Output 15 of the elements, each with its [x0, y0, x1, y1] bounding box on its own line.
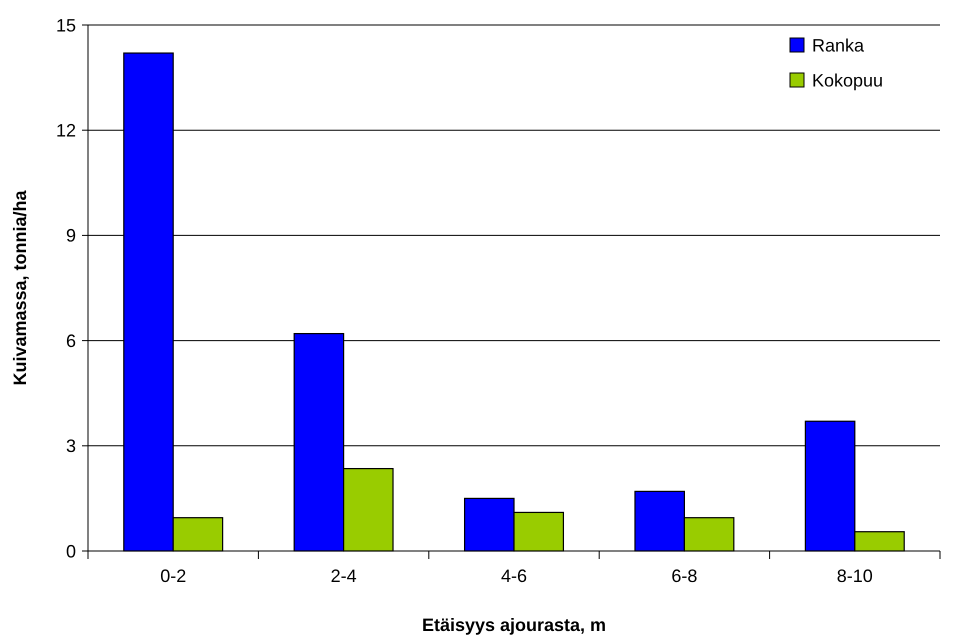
- x-tick-label: 8-10: [836, 566, 873, 586]
- x-tick-label: 2-4: [330, 566, 357, 586]
- x-tick-label: 4-6: [500, 566, 528, 586]
- y-tick-label: 9: [66, 226, 76, 246]
- y-axis-title: Kuivamassa, tonnia/ha: [10, 189, 30, 386]
- y-tick-label: 3: [66, 436, 76, 456]
- x-axis-title: Etäisyys ajourasta, m: [422, 615, 606, 635]
- legend-label: Ranka: [812, 35, 866, 56]
- y-tick-label: 0: [66, 541, 76, 562]
- y-tick-label: 15: [56, 15, 76, 36]
- x-tick-label: 0-2: [160, 566, 186, 586]
- x-tick-label: 6-8: [671, 566, 698, 586]
- y-tick-label: 12: [56, 120, 76, 140]
- legend-label: Kokopuu: [812, 70, 884, 90]
- y-tick-label: 6: [66, 330, 76, 351]
